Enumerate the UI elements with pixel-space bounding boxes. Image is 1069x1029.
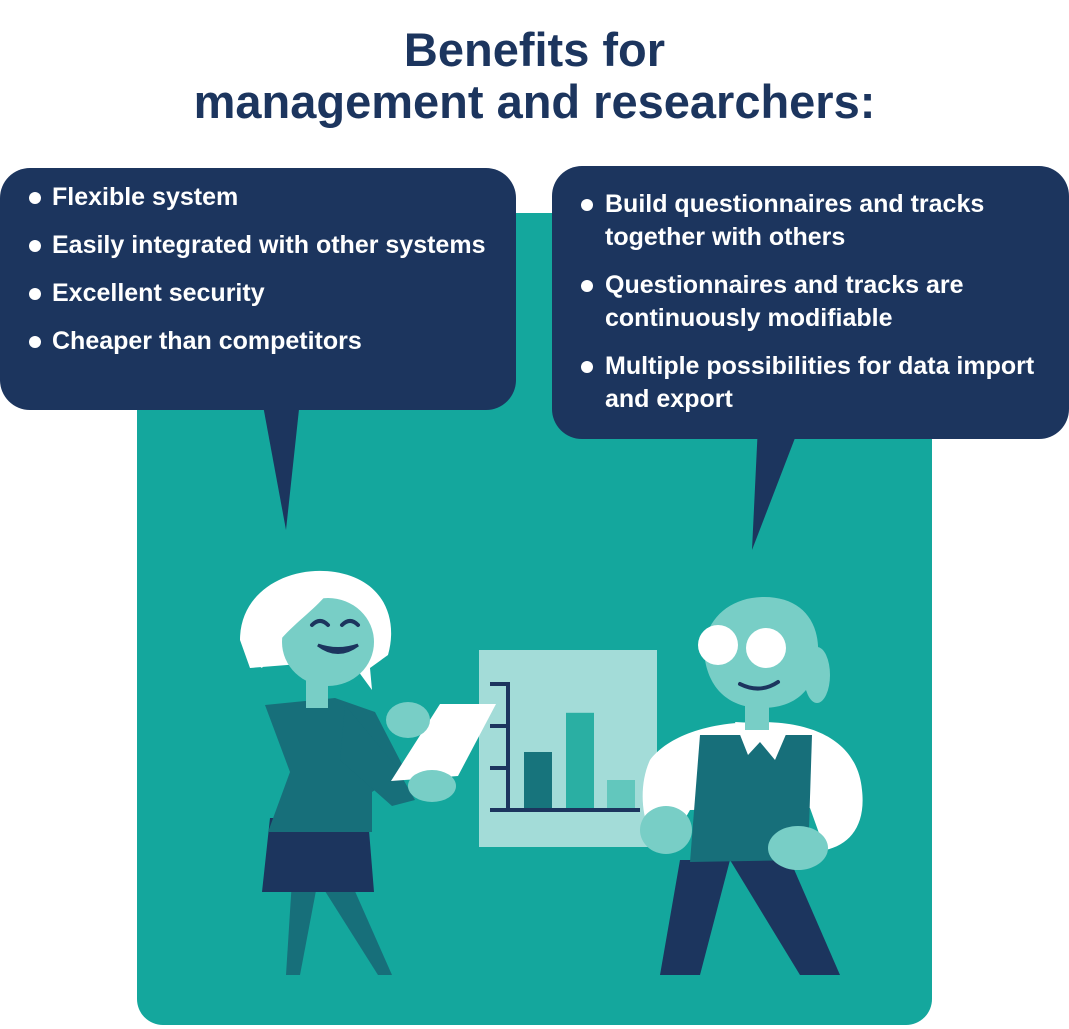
list-item: Build questionnaires and tracks together… [552,188,1069,254]
list-item: Flexible system [0,181,516,214]
title-line-1: Benefits for [403,23,666,76]
list-item: Excellent security [0,277,516,310]
woman-figure [240,570,496,975]
left-bubble-tail [262,400,300,530]
chart-bar-2 [566,712,594,808]
man-figure [640,596,863,975]
tablet [391,704,496,781]
left-benefits-list: Flexible system Easily integrated with o… [0,168,516,358]
left-speech-bubble: Flexible system Easily integrated with o… [0,168,516,410]
list-item: Easily integrated with other systems [0,229,516,262]
right-bubble-tail [752,425,800,550]
list-item: Multiple possibilities for data import a… [552,350,1069,416]
right-speech-bubble: Build questionnaires and tracks together… [552,166,1069,439]
chart-board [479,650,657,847]
list-item: Cheaper than competitors [0,325,516,358]
glasses-icon [698,625,738,665]
page-title: Benefits for management and researchers: [0,24,1069,128]
right-benefits-list: Build questionnaires and tracks together… [552,166,1069,416]
chart-bar-1 [524,752,552,808]
chart-bar-3 [607,780,635,808]
list-item: Questionnaires and tracks are continuous… [552,269,1069,335]
title-line-2: management and researchers: [193,75,876,128]
